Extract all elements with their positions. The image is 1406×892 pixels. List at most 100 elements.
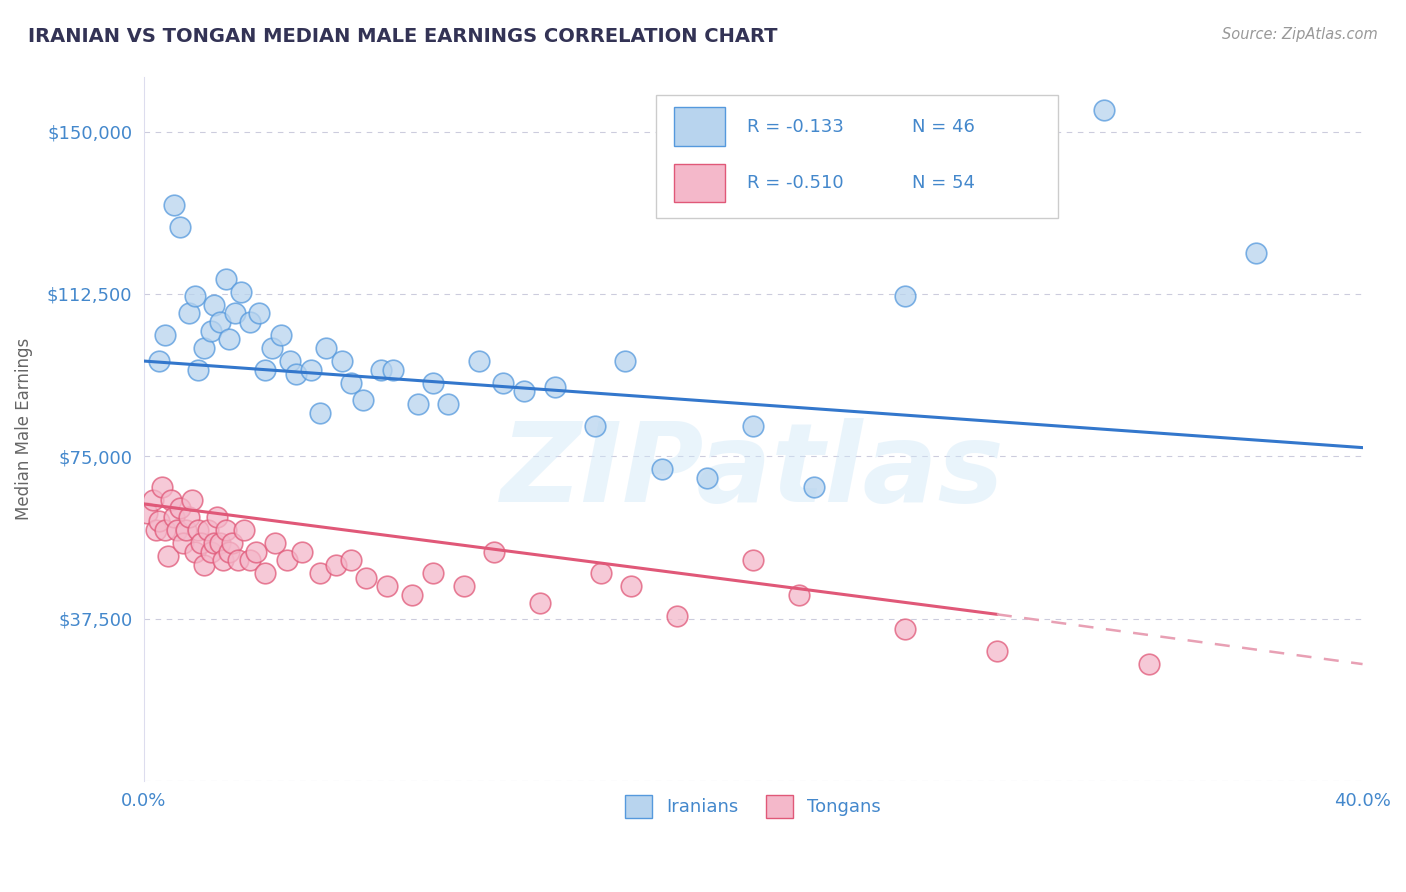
Text: N = 54: N = 54 bbox=[911, 174, 974, 192]
Point bbox=[352, 392, 374, 407]
Point bbox=[172, 536, 194, 550]
Point bbox=[665, 609, 688, 624]
Point bbox=[142, 492, 165, 507]
Point bbox=[614, 354, 637, 368]
Point bbox=[211, 553, 233, 567]
Point bbox=[153, 523, 176, 537]
Point bbox=[179, 306, 201, 320]
Point bbox=[163, 198, 186, 212]
Point bbox=[291, 544, 314, 558]
Point bbox=[315, 341, 337, 355]
Point bbox=[453, 579, 475, 593]
Point bbox=[145, 523, 167, 537]
Point bbox=[422, 376, 444, 390]
Point bbox=[247, 306, 270, 320]
Point bbox=[202, 298, 225, 312]
Point bbox=[742, 553, 765, 567]
Point bbox=[181, 492, 204, 507]
Point bbox=[226, 553, 249, 567]
Point bbox=[224, 306, 246, 320]
Point bbox=[190, 536, 212, 550]
Point bbox=[184, 289, 207, 303]
Point bbox=[218, 332, 240, 346]
Point bbox=[169, 219, 191, 234]
Point bbox=[1092, 103, 1115, 117]
Point bbox=[354, 570, 377, 584]
Bar bbox=[673, 107, 725, 146]
Point bbox=[174, 523, 197, 537]
Point bbox=[187, 362, 209, 376]
Point bbox=[215, 272, 238, 286]
Point bbox=[375, 579, 398, 593]
Point bbox=[894, 623, 917, 637]
Point bbox=[278, 354, 301, 368]
Point bbox=[276, 553, 298, 567]
Legend: Iranians, Tongans: Iranians, Tongans bbox=[617, 789, 889, 825]
Point bbox=[422, 566, 444, 581]
Point bbox=[156, 549, 179, 563]
Point bbox=[339, 376, 361, 390]
Point bbox=[205, 509, 228, 524]
Y-axis label: Median Male Earnings: Median Male Earnings bbox=[15, 338, 32, 520]
Point bbox=[260, 341, 283, 355]
Point bbox=[339, 553, 361, 567]
Text: Source: ZipAtlas.com: Source: ZipAtlas.com bbox=[1222, 27, 1378, 42]
Point bbox=[233, 523, 256, 537]
Point bbox=[513, 384, 536, 399]
Point bbox=[406, 397, 429, 411]
Point bbox=[270, 328, 292, 343]
Point bbox=[169, 501, 191, 516]
Point bbox=[544, 380, 567, 394]
Point bbox=[221, 536, 243, 550]
Point bbox=[330, 354, 353, 368]
Point bbox=[163, 509, 186, 524]
Point bbox=[208, 536, 231, 550]
Point bbox=[263, 536, 285, 550]
Point bbox=[742, 419, 765, 434]
Point bbox=[325, 558, 347, 572]
Point bbox=[160, 492, 183, 507]
Point bbox=[482, 544, 505, 558]
Point bbox=[284, 367, 307, 381]
Point bbox=[651, 462, 673, 476]
Point bbox=[208, 315, 231, 329]
FancyBboxPatch shape bbox=[655, 95, 1057, 219]
Point bbox=[370, 362, 392, 376]
Point bbox=[696, 471, 718, 485]
Point bbox=[215, 523, 238, 537]
Point bbox=[620, 579, 643, 593]
Point bbox=[803, 479, 825, 493]
Point bbox=[218, 544, 240, 558]
Point bbox=[299, 362, 322, 376]
Point bbox=[202, 536, 225, 550]
Point bbox=[589, 566, 612, 581]
Point bbox=[153, 328, 176, 343]
Point bbox=[193, 341, 215, 355]
Text: R = -0.133: R = -0.133 bbox=[747, 118, 844, 136]
Point bbox=[437, 397, 460, 411]
Point bbox=[401, 588, 423, 602]
Point bbox=[894, 289, 917, 303]
Text: ZIPatlas: ZIPatlas bbox=[501, 418, 1005, 524]
Text: N = 46: N = 46 bbox=[911, 118, 974, 136]
Point bbox=[197, 523, 219, 537]
Point bbox=[1137, 657, 1160, 672]
Point bbox=[148, 514, 170, 528]
Text: IRANIAN VS TONGAN MEDIAN MALE EARNINGS CORRELATION CHART: IRANIAN VS TONGAN MEDIAN MALE EARNINGS C… bbox=[28, 27, 778, 45]
Point bbox=[148, 354, 170, 368]
Point bbox=[1244, 245, 1267, 260]
Point bbox=[309, 406, 332, 420]
Point bbox=[529, 597, 551, 611]
Point bbox=[239, 315, 262, 329]
Point bbox=[986, 644, 1008, 658]
Point bbox=[787, 588, 810, 602]
Point bbox=[309, 566, 332, 581]
Point bbox=[166, 523, 188, 537]
Point bbox=[492, 376, 515, 390]
Point bbox=[254, 362, 277, 376]
Point bbox=[200, 324, 222, 338]
Point bbox=[467, 354, 489, 368]
Point bbox=[179, 509, 201, 524]
Point bbox=[187, 523, 209, 537]
Point bbox=[245, 544, 267, 558]
